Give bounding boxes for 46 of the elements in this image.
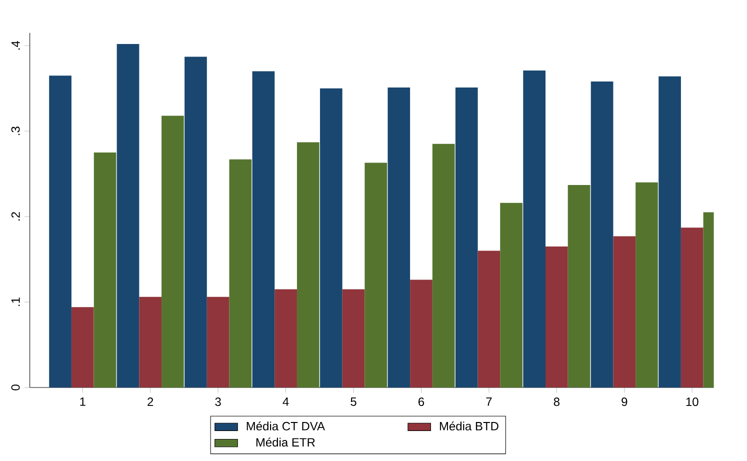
- bar: [613, 236, 636, 388]
- y-tick-label: .2: [11, 212, 20, 220]
- bar: [229, 159, 252, 388]
- bar: [162, 116, 184, 388]
- bar: [274, 289, 297, 388]
- x-tick-label: 9: [622, 398, 628, 406]
- legend-label: Média BTD: [440, 421, 498, 430]
- y-tick-label: .1: [12, 298, 20, 306]
- bar: [388, 88, 410, 388]
- x-tick-label: 6: [418, 398, 424, 406]
- x-tick-label: 5: [350, 398, 356, 406]
- x-tick-label: 1: [80, 398, 86, 406]
- bar: [252, 71, 275, 388]
- x-tick-label: 8: [554, 398, 560, 406]
- bar: [206, 296, 230, 388]
- x-tick-label: 2: [148, 398, 154, 406]
- bar: [296, 142, 320, 388]
- bar: [116, 44, 140, 388]
- bar: [636, 182, 658, 388]
- bar: [455, 88, 478, 388]
- y-tick-label: 0: [11, 384, 20, 390]
- bar: [342, 289, 365, 388]
- x-tick-label: 10: [686, 398, 698, 406]
- bar: [432, 144, 455, 388]
- bar: [71, 307, 94, 388]
- bar: [364, 162, 388, 388]
- bar: [500, 202, 522, 388]
- legend-label: Média CT DVA: [246, 421, 325, 430]
- bar: [546, 246, 568, 388]
- y-tick-label: .3: [11, 126, 20, 136]
- bar: [478, 250, 500, 388]
- x-tick-label: 4: [282, 398, 289, 406]
- bar: [184, 56, 207, 388]
- x-tick-label: 3: [215, 398, 221, 406]
- bar: [658, 76, 681, 388]
- bar: [139, 296, 162, 388]
- x-tick-label: 7: [486, 398, 492, 406]
- bar: [590, 82, 614, 388]
- bar: [568, 184, 590, 388]
- y-tick-label: .4: [12, 41, 20, 50]
- bar: [49, 76, 72, 388]
- bar: [94, 152, 116, 388]
- legend-label: Média ETR: [256, 438, 315, 447]
- bar: [320, 88, 342, 388]
- bar: [410, 280, 432, 388]
- bar: [523, 70, 546, 388]
